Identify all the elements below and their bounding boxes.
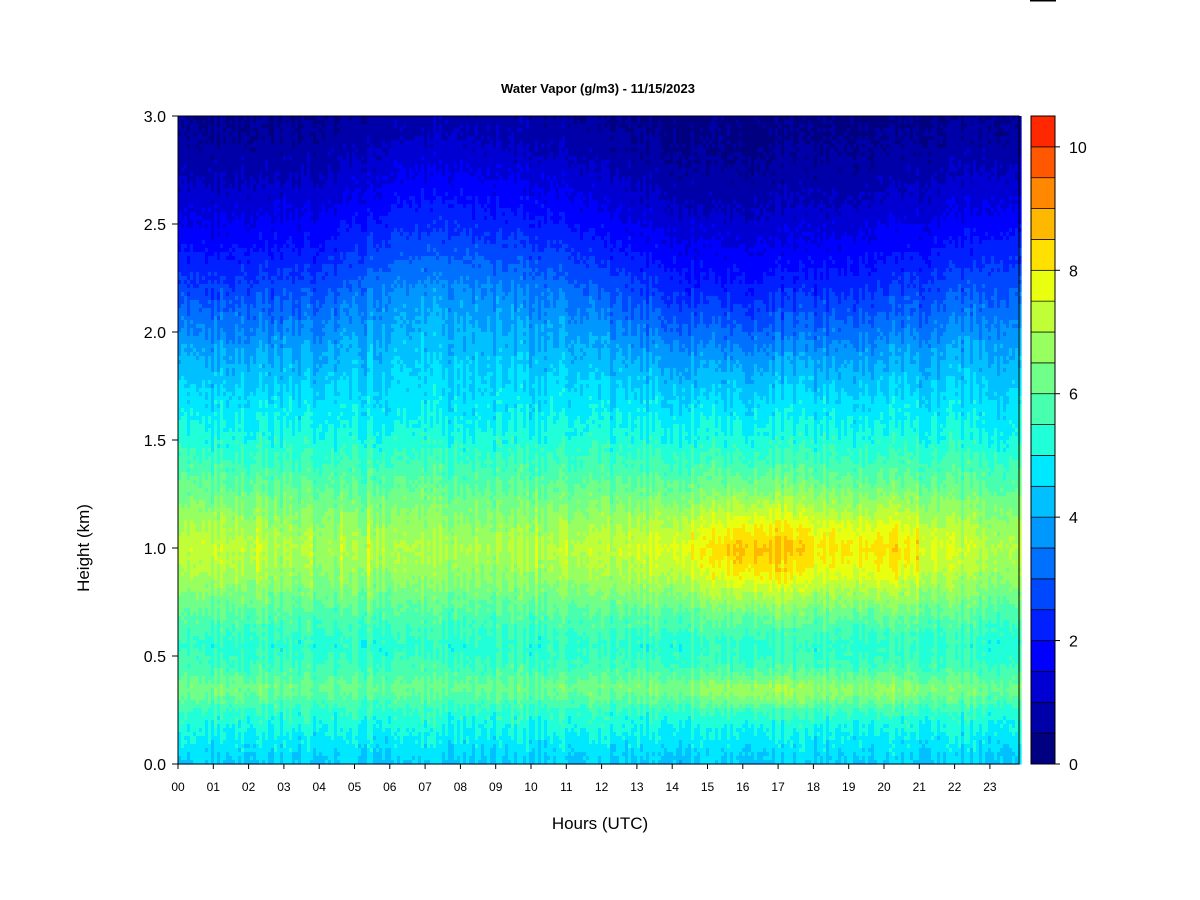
chart-title: Water Vapor (g/m3) - 11/15/2023 [501, 81, 695, 96]
plot-area [178, 116, 1022, 765]
